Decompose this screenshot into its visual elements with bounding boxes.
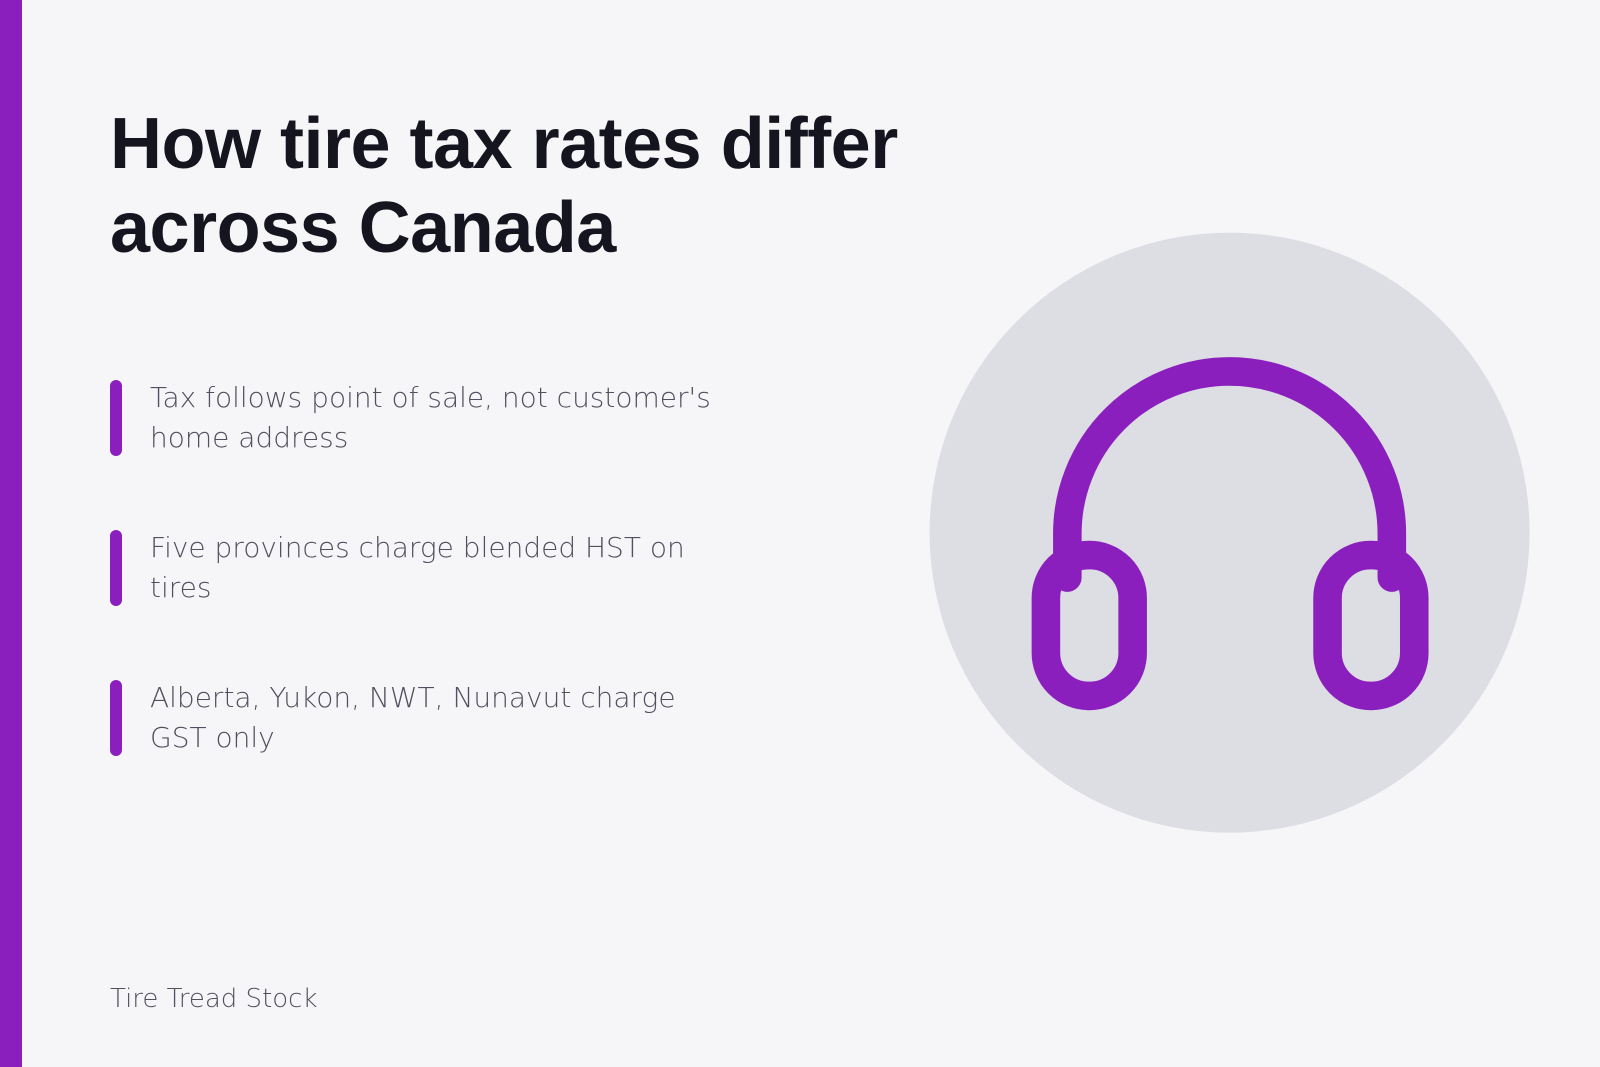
bullet-text: Alberta, Yukon, NWT, Nunavut charge GST … [150, 681, 676, 754]
accent-bar [0, 0, 22, 1067]
headphones-icon [1031, 357, 1429, 711]
bullet-text: Five provinces charge blended HST on tir… [150, 531, 685, 604]
headband [1053, 357, 1407, 592]
headphones-illustration [929, 232, 1530, 833]
ear-cup [1031, 540, 1147, 711]
ear-cup [1313, 540, 1429, 711]
bullet-marker [110, 680, 122, 756]
bullet-marker [110, 380, 122, 456]
bullet-text: Tax follows point of sale, not customer'… [150, 381, 711, 454]
bullet: Tax follows point of sale, not customer'… [110, 378, 730, 458]
bullet-marker [110, 530, 122, 606]
footer: Tire Tread Stock [110, 984, 318, 1014]
icon-circle [929, 232, 1530, 833]
title: How tire tax rates differ across Canada [110, 104, 898, 268]
bullet: Alberta, Yukon, NWT, Nunavut charge GST … [110, 678, 730, 758]
bullet: Five provinces charge blended HST on tir… [110, 528, 730, 608]
